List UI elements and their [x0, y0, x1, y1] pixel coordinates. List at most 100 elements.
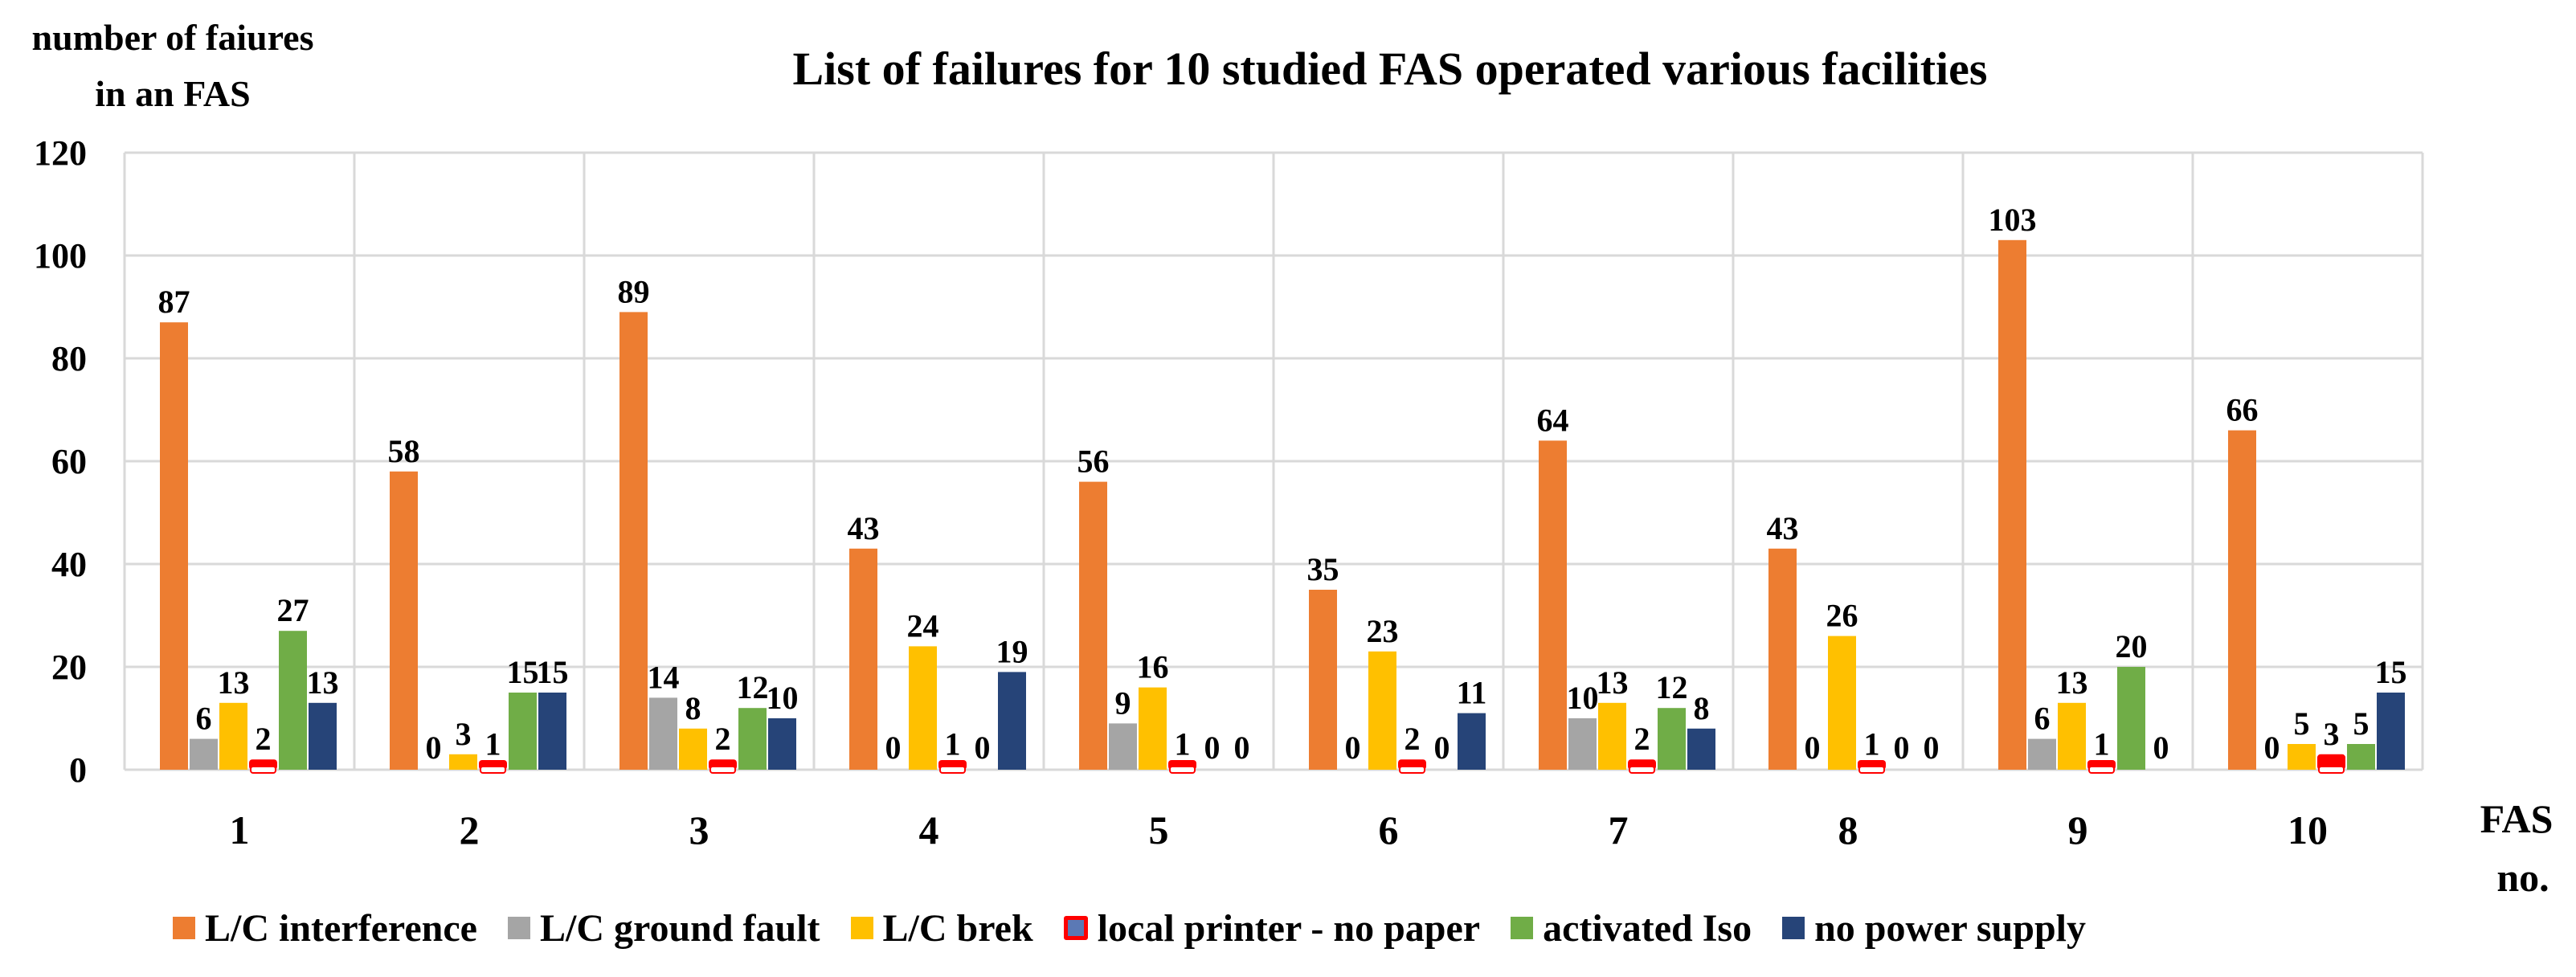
- legend-swatch: [1063, 916, 1088, 940]
- data-label: 10: [767, 680, 799, 716]
- bar-activated-iso: [509, 693, 537, 770]
- x-axis-title-line-1: FAS: [2480, 796, 2554, 841]
- data-label: 2: [1634, 721, 1650, 757]
- data-label: 6: [2034, 701, 2051, 737]
- y-tick-label: 80: [51, 339, 87, 378]
- bar-no-power-supply: [309, 702, 337, 770]
- bar-activated-iso: [279, 631, 307, 770]
- data-label: 3: [456, 716, 472, 752]
- data-label: 13: [1597, 664, 1629, 701]
- bar-printer-base: [939, 766, 966, 774]
- data-label: 26: [1826, 598, 1858, 634]
- bar-no-power-supply: [768, 718, 796, 770]
- legend-label: L/C ground fault: [539, 906, 820, 950]
- data-label: 15: [537, 654, 569, 690]
- bar-l-c-brek: [1368, 651, 1396, 770]
- data-label: 13: [307, 664, 339, 701]
- bar-l-c-brek: [1139, 687, 1167, 770]
- bar-printer-base: [480, 766, 506, 774]
- bar-l-c-ground-fault: [190, 738, 218, 770]
- data-label: 64: [1537, 402, 1569, 438]
- data-label: 0: [1894, 730, 1910, 766]
- bar-l-c-brek: [219, 702, 247, 770]
- bar-l-c-interference: [849, 548, 877, 770]
- x-tick-label: 3: [689, 807, 709, 852]
- bar-no-power-supply: [998, 672, 1026, 770]
- x-tick-label: 5: [1149, 807, 1169, 852]
- data-label: 1: [1175, 726, 1191, 762]
- data-label: 20: [2116, 628, 2148, 664]
- bar-l-c-interference: [390, 471, 418, 770]
- data-label: 12: [737, 669, 769, 705]
- data-label: 1: [1864, 726, 1880, 762]
- legend-swatch: [507, 917, 530, 939]
- data-label: 43: [1767, 510, 1799, 546]
- data-label: 5: [2294, 705, 2310, 742]
- legend-item: activated Iso: [1511, 906, 1752, 950]
- y-tick-label: 60: [51, 442, 87, 481]
- bar-printer-base: [1399, 766, 1425, 774]
- bar-l-c-interference: [1539, 440, 1567, 770]
- bar-printer-base: [2088, 766, 2115, 774]
- bar-no-power-supply: [538, 693, 566, 770]
- data-label: 0: [1434, 730, 1450, 766]
- data-label: 0: [426, 730, 442, 766]
- bar-l-c-brek: [1598, 702, 1626, 770]
- bar-printer-base: [1169, 766, 1196, 774]
- x-tick-label: 1: [230, 807, 250, 852]
- data-label: 9: [1115, 685, 1131, 721]
- x-tick-label: 9: [2068, 807, 2088, 852]
- legend-label: L/C brek: [882, 906, 1033, 950]
- legend-item: L/C ground fault: [507, 906, 820, 950]
- data-label: 2: [1405, 721, 1421, 757]
- bar-no-power-supply: [1687, 728, 1715, 770]
- bar-l-c-brek: [1828, 636, 1856, 770]
- bar-activated-iso: [738, 708, 767, 770]
- data-label: 89: [618, 273, 650, 309]
- data-label: 87: [158, 284, 190, 320]
- legend-item: local printer - no paper: [1063, 906, 1480, 950]
- data-label: 10: [1567, 680, 1599, 716]
- data-label: 24: [907, 607, 939, 644]
- x-tick-label: 10: [2288, 807, 2328, 852]
- data-label: 0: [1924, 730, 1940, 766]
- data-label: 8: [1694, 690, 1710, 726]
- data-label: 66: [2226, 392, 2259, 428]
- data-label: 5: [2353, 705, 2370, 742]
- data-label: 0: [885, 730, 902, 766]
- data-label: 13: [2056, 664, 2088, 701]
- y-tick-label: 20: [51, 648, 87, 687]
- data-label: 13: [218, 664, 250, 701]
- bar-printer-base: [2318, 766, 2345, 774]
- bar-activated-iso: [2117, 667, 2145, 770]
- chart-legend: L/C interference L/C ground fault L/C brek…: [173, 900, 2116, 956]
- data-label: 0: [2264, 730, 2280, 766]
- data-label: 0: [1805, 730, 1821, 766]
- legend-swatch: [173, 917, 195, 939]
- x-tick-label: 2: [460, 807, 480, 852]
- data-label: 0: [1345, 730, 1361, 766]
- data-label: 1: [2094, 726, 2110, 762]
- bar-l-c-brek: [679, 728, 707, 770]
- legend-label: L/C interference: [205, 906, 477, 950]
- data-label: 0: [2153, 730, 2169, 766]
- data-label: 27: [277, 592, 309, 628]
- bar-no-power-supply: [2377, 693, 2405, 770]
- bar-printer-base: [709, 766, 736, 774]
- data-label: 19: [996, 633, 1028, 669]
- data-label: 58: [388, 433, 420, 469]
- data-label: 23: [1367, 613, 1399, 649]
- bar-l-c-interference: [619, 312, 648, 770]
- bar-l-c-brek: [449, 754, 477, 770]
- bar-l-c-interference: [1768, 548, 1797, 770]
- legend-item: L/C interference: [173, 906, 477, 950]
- y-tick-label: 40: [51, 545, 87, 584]
- bar-l-c-ground-fault: [1109, 723, 1137, 770]
- legend-label: activated Iso: [1543, 906, 1752, 950]
- data-label: 12: [1656, 669, 1688, 705]
- data-label: 1: [485, 726, 501, 762]
- x-tick-label: 6: [1379, 807, 1399, 852]
- data-label: 15: [2375, 654, 2407, 690]
- data-label: 0: [975, 730, 991, 766]
- data-label: 56: [1077, 444, 1110, 480]
